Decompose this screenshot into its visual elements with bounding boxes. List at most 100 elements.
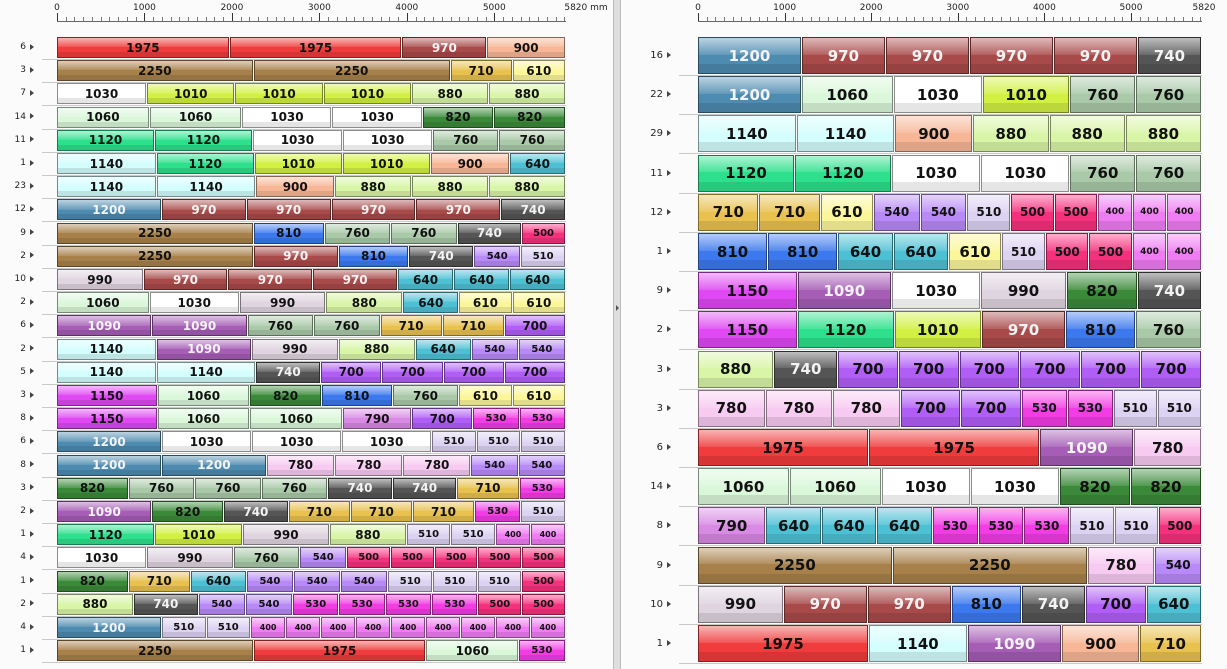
cut-piece[interactable]: 610 — [459, 292, 512, 314]
cut-piece[interactable]: 970 — [402, 37, 487, 58]
cut-piece[interactable]: 530 — [385, 593, 432, 615]
cut-piece[interactable]: 1090 — [57, 315, 152, 337]
cut-piece[interactable]: 540 — [198, 593, 245, 615]
cut-piece[interactable]: 510 — [1157, 389, 1201, 427]
cut-piece[interactable]: 1140 — [698, 115, 796, 153]
cut-piece[interactable]: 760 — [1070, 76, 1136, 114]
pattern-quantity-toggle[interactable]: 23 — [0, 176, 34, 197]
pattern-quantity-toggle[interactable]: 1 — [621, 233, 671, 270]
cut-piece[interactable]: 810 — [951, 585, 1021, 623]
cut-piece[interactable]: 970 — [228, 269, 313, 290]
cutting-pattern-bar[interactable]: 1060 1060 1030 1030 820 820 — [698, 468, 1202, 506]
cut-piece[interactable]: 610 — [459, 385, 512, 406]
cut-piece[interactable]: 1975 — [229, 37, 402, 58]
cutting-pattern-bar[interactable]: 820 710 640 540 540 540 510 510 510 500 — [57, 570, 566, 592]
cut-piece[interactable]: 500 — [1011, 193, 1054, 231]
cutting-pattern-bar[interactable]: 1200 1030 1030 1030 510 510 510 — [57, 431, 566, 453]
cut-piece[interactable]: 740 — [1137, 37, 1201, 74]
pattern-quantity-toggle[interactable]: 3 — [0, 60, 34, 81]
cut-piece[interactable]: 1030 — [881, 468, 970, 506]
cut-piece[interactable]: 820 — [57, 570, 128, 592]
cut-piece[interactable]: 760 — [314, 315, 380, 337]
cut-piece[interactable]: 1010 — [254, 153, 342, 174]
cut-piece[interactable]: 880 — [489, 83, 565, 105]
cut-piece[interactable]: 2250 — [698, 546, 892, 584]
cut-piece[interactable]: 400 — [251, 617, 286, 638]
cut-piece[interactable]: 970 — [801, 37, 885, 74]
cut-piece[interactable]: 1010 — [982, 76, 1070, 114]
cut-piece[interactable]: 1140 — [57, 153, 156, 174]
cutting-pattern-bar[interactable]: 1140 1120 1010 1010 900 640 — [57, 153, 566, 174]
cut-piece[interactable]: 880 — [973, 115, 1049, 153]
cut-piece[interactable]: 760 — [391, 222, 457, 244]
cut-piece[interactable]: 740 — [409, 245, 474, 267]
cut-piece[interactable]: 640 — [821, 507, 877, 545]
cut-piece[interactable]: 510 — [451, 524, 495, 546]
cut-piece[interactable]: 610 — [512, 292, 565, 314]
cut-piece[interactable]: 1030 — [981, 154, 1070, 192]
cut-piece[interactable]: 970 — [1053, 37, 1137, 74]
cut-piece[interactable]: 1150 — [698, 272, 797, 310]
cut-piece[interactable]: 610 — [512, 385, 565, 406]
cut-piece[interactable]: 540 — [474, 245, 521, 267]
cut-piece[interactable]: 1030 — [57, 83, 147, 105]
cut-piece[interactable]: 710 — [457, 477, 519, 499]
cut-piece[interactable]: 1090 — [967, 625, 1062, 662]
cutting-pattern-bar[interactable]: 1150 1060 820 810 760 610 610 — [57, 385, 566, 406]
cut-piece[interactable]: 990 — [243, 524, 329, 546]
cut-piece[interactable]: 530 — [519, 640, 565, 662]
pattern-quantity-toggle[interactable]: 2 — [0, 292, 34, 313]
pattern-quantity-toggle[interactable]: 1 — [0, 571, 34, 592]
cut-piece[interactable]: 500 — [1046, 233, 1089, 270]
cutting-pattern-bar[interactable]: 1140 1090 990 880 640 540 540 — [57, 338, 566, 360]
cutting-pattern-bar[interactable]: 1200 1200 780 780 780 540 540 — [57, 454, 566, 476]
cutting-pattern-bar[interactable]: 1120 1120 1030 1030 760 760 — [57, 129, 566, 151]
cutting-pattern-bar[interactable]: 1150 1090 1030 990 820 740 — [698, 272, 1202, 310]
cut-piece[interactable]: 880 — [335, 176, 412, 198]
cut-piece[interactable]: 700 — [504, 315, 565, 337]
cut-piece[interactable]: 640 — [509, 153, 565, 174]
cutting-pattern-bar[interactable]: 1060 1060 1030 1030 820 820 — [57, 106, 566, 128]
cut-piece[interactable]: 510 — [1070, 507, 1114, 545]
cut-piece[interactable]: 1060 — [157, 385, 250, 406]
cut-piece[interactable]: 1975 — [253, 640, 426, 662]
cut-piece[interactable]: 970 — [416, 199, 501, 221]
cut-piece[interactable]: 760 — [233, 547, 300, 569]
cut-piece[interactable]: 530 — [475, 501, 521, 522]
cut-piece[interactable]: 400 — [1167, 193, 1201, 231]
cut-piece[interactable]: 760 — [247, 315, 314, 337]
cut-piece[interactable]: 500 — [391, 547, 434, 569]
cut-piece[interactable]: 400 — [286, 617, 321, 638]
cut-piece[interactable]: 1120 — [794, 154, 891, 192]
cut-piece[interactable]: 400 — [391, 617, 425, 638]
cut-piece[interactable]: 970 — [161, 199, 246, 221]
pattern-quantity-toggle[interactable]: 6 — [0, 37, 34, 58]
pattern-quantity-toggle[interactable]: 1 — [0, 524, 34, 545]
cut-piece[interactable]: 700 — [1085, 585, 1146, 623]
cut-piece[interactable]: 740 — [256, 361, 321, 383]
cutting-pattern-bar[interactable]: 1030 1010 1010 1010 880 880 — [57, 83, 566, 105]
cut-piece[interactable]: 1200 — [161, 454, 266, 476]
cut-piece[interactable]: 780 — [765, 389, 833, 427]
cut-piece[interactable]: 760 — [261, 477, 328, 499]
cut-piece[interactable]: 880 — [57, 593, 133, 615]
pattern-quantity-toggle[interactable]: 14 — [621, 468, 671, 505]
cut-piece[interactable]: 780 — [1087, 546, 1155, 584]
cut-piece[interactable]: 710 — [1140, 625, 1201, 662]
cut-piece[interactable]: 640 — [766, 507, 821, 545]
cut-piece[interactable]: 790 — [342, 408, 412, 430]
cut-piece[interactable]: 700 — [898, 350, 959, 388]
cut-piece[interactable]: 1120 — [57, 129, 154, 151]
pattern-quantity-toggle[interactable]: 29 — [621, 115, 671, 152]
cut-piece[interactable]: 970 — [969, 37, 1053, 74]
cutting-pattern-bar[interactable]: 1090 820 740 710 710 710 530 510 — [57, 501, 566, 522]
cut-piece[interactable]: 710 — [450, 60, 512, 82]
cut-piece[interactable]: 700 — [382, 361, 443, 383]
pattern-quantity-toggle[interactable]: 2 — [0, 594, 34, 615]
cut-piece[interactable]: 710 — [288, 501, 350, 522]
cut-piece[interactable]: 500 — [1089, 233, 1132, 270]
cut-piece[interactable]: 1120 — [154, 129, 252, 151]
pattern-quantity-toggle[interactable]: 11 — [621, 155, 671, 192]
cut-piece[interactable]: 780 — [833, 389, 900, 427]
cut-piece[interactable]: 740 — [774, 350, 838, 388]
